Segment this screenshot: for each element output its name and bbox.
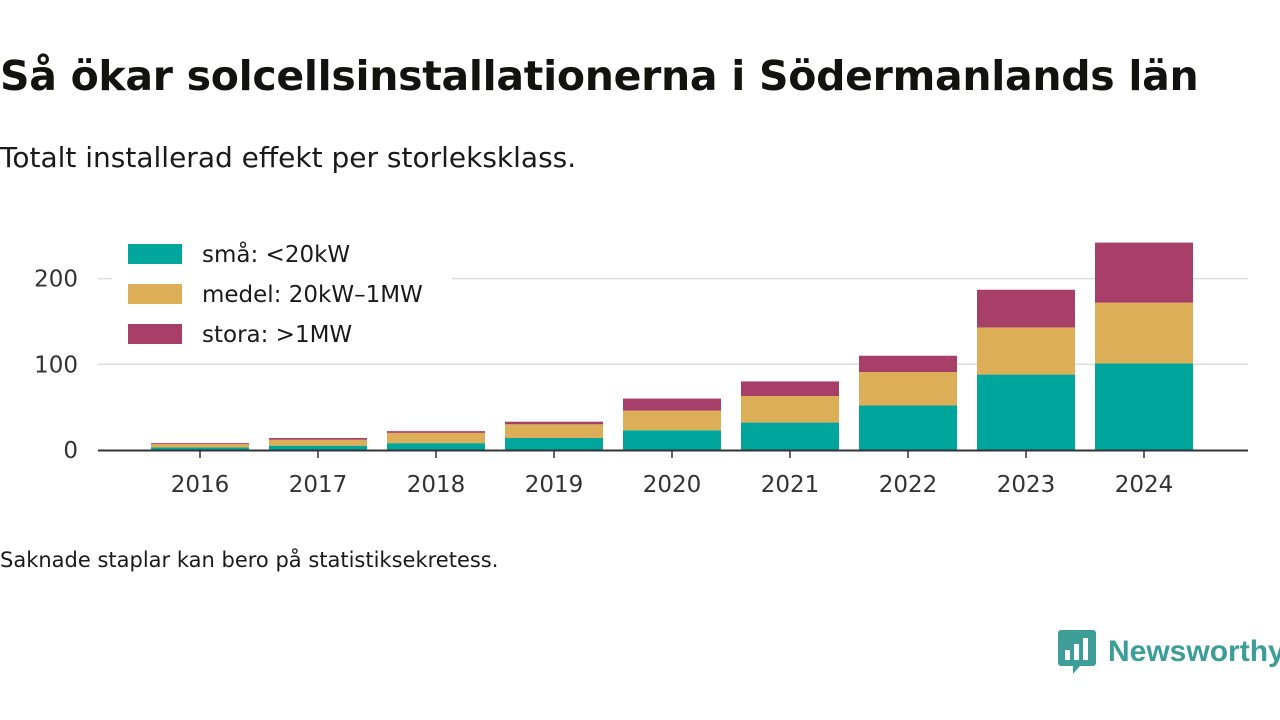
x-axis-ticks: 2016 2017 2018 2019 2020 2021 2022 2023 2024 — [171, 450, 1174, 498]
legend: små: <20kW medel: 20kW–1MW stora: >1MW — [112, 232, 452, 356]
bar-2021-series-2 — [741, 396, 839, 423]
bar-2021-series-3 — [741, 381, 839, 397]
bar-2016-series-2 — [151, 444, 249, 448]
y-tick-label: 100 — [34, 352, 78, 378]
x-tick-label: 2019 — [525, 472, 584, 498]
y-axis-ticks: 0 100 200 — [34, 267, 78, 464]
x-tick-label: 2022 — [879, 472, 938, 498]
bar-2019-series-1 — [505, 438, 603, 450]
bar-2017-series-2 — [269, 439, 367, 446]
bar-2024-series-1 — [1095, 363, 1193, 450]
bar-2019-series-2 — [505, 424, 603, 439]
bar-2016-series-1 — [151, 447, 249, 450]
x-tick-label: 2018 — [407, 472, 466, 498]
bar-2020-series-1 — [623, 430, 721, 450]
newsworthy-logo-icon — [1058, 630, 1096, 674]
legend-label: små: <20kW — [202, 240, 350, 268]
bar-2022-series-2 — [859, 372, 957, 406]
legend-swatch — [128, 244, 182, 264]
bar-2020-series-2 — [623, 410, 721, 431]
legend-label: medel: 20kW–1MW — [202, 282, 423, 308]
bars — [151, 242, 1193, 450]
y-tick-label: 200 — [34, 267, 78, 293]
bar-2023-series-2 — [977, 327, 1075, 375]
bar-2018-series-1 — [387, 443, 485, 450]
bar-2022-series-1 — [859, 405, 957, 450]
x-tick-label: 2021 — [761, 472, 820, 498]
x-tick-label: 2024 — [1115, 472, 1174, 498]
legend-swatch — [128, 324, 182, 344]
brand-name: Newsworthy — [1108, 635, 1280, 668]
chart-subtitle: Totalt installerad effekt per storlekskl… — [0, 141, 577, 174]
bar-2016-series-3 — [151, 443, 249, 445]
x-tick-label: 2023 — [997, 472, 1056, 498]
x-tick-label: 2016 — [171, 472, 230, 498]
bar-2022-series-3 — [859, 355, 957, 373]
y-tick-label: 0 — [63, 438, 78, 464]
bar-2017-series-3 — [269, 438, 367, 440]
bar-2020-series-3 — [623, 398, 721, 411]
newsworthy-logo: Newsworthy — [1058, 630, 1280, 674]
bar-2018-series-2 — [387, 432, 485, 444]
bar-2017-series-1 — [269, 445, 367, 450]
x-tick-label: 2017 — [289, 472, 348, 498]
bar-2019-series-3 — [505, 421, 603, 425]
bar-2024-series-3 — [1095, 242, 1193, 303]
bar-2021-series-1 — [741, 422, 839, 450]
stacked-bar-chart: 0 100 200 2016 2017 2018 2019 2020 2021 2022 2023… — [34, 232, 1248, 498]
x-tick-label: 2020 — [643, 472, 702, 498]
bar-2024-series-2 — [1095, 302, 1193, 364]
chart-title: Så ökar solcellsinstallationerna i Söder… — [0, 52, 1199, 100]
bar-2023-series-3 — [977, 289, 1075, 328]
legend-swatch — [128, 284, 182, 304]
bar-2023-series-1 — [977, 374, 1075, 450]
bar-2018-series-3 — [387, 431, 485, 433]
footnote: Saknade staplar kan bero på statistiksek… — [0, 548, 499, 572]
legend-label: stora: >1MW — [202, 322, 352, 348]
